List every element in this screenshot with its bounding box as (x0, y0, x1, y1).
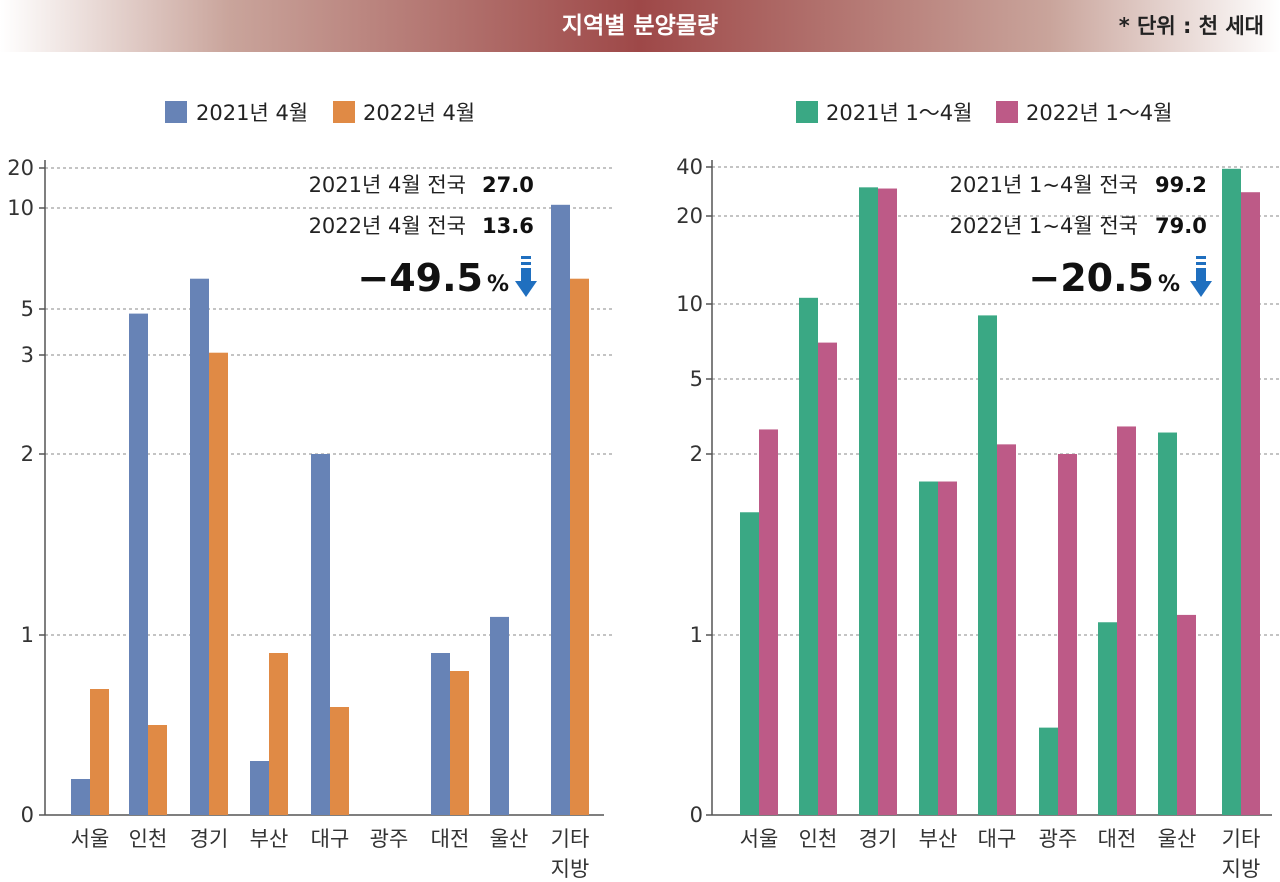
down-arrow-icon (515, 281, 537, 297)
chart1-bar-1 (551, 204, 570, 816)
chart1-bar-1 (129, 313, 148, 815)
chart1-category-label: 지방 (551, 857, 590, 881)
chart1-bar-2 (209, 352, 228, 815)
chart1-bar-1 (311, 454, 330, 815)
chart1-category-label: 기타 (551, 827, 590, 851)
chart1-bar-2 (570, 278, 589, 815)
chart1-total-2022-value: 13.6 (482, 214, 534, 238)
chart1-category-label: 인천 (129, 827, 168, 851)
chart1-category-label: 서울 (71, 827, 110, 851)
chart1-bar-1 (190, 278, 209, 815)
chart2-bar-1 (859, 187, 878, 815)
chart2-total-2021-value: 99.2 (1155, 173, 1207, 197)
chart2-bar-1 (740, 512, 759, 815)
chart2-bar-2 (759, 429, 778, 815)
chart1-category-label: 울산 (490, 827, 529, 851)
chart1-change-unit: % (487, 272, 509, 297)
down-arrow-icon-shaft (1196, 268, 1206, 282)
chart1-category-label: 대전 (431, 827, 470, 851)
chart1-legend-swatch (165, 101, 187, 123)
chart2-y-tick-label: 2 (690, 442, 703, 466)
down-arrow-icon (1190, 281, 1212, 297)
chart2-category-label: 부산 (919, 827, 958, 851)
chart1-bar-2 (148, 725, 167, 815)
chart2-y-tick-label: 40 (676, 155, 703, 179)
down-arrow-icon-stripe (1196, 256, 1206, 259)
chart2-change-unit: % (1158, 272, 1180, 297)
chart2-bar-1 (978, 315, 997, 815)
chart1-y-tick-label: 2 (21, 442, 34, 466)
chart2-y-tick-label: 20 (676, 204, 703, 228)
chart2-total-2022-value: 79.0 (1155, 214, 1207, 238)
chart1-total-2021-value: 27.0 (482, 173, 534, 197)
chart2-change-value: −20.5 (1028, 256, 1154, 300)
down-arrow-icon-stripe (521, 256, 531, 259)
down-arrow-icon-shaft (521, 268, 531, 282)
down-arrow-icon-stripe (521, 262, 531, 265)
chart2-bar-1 (1039, 727, 1058, 815)
chart2-category-label: 기타 (1222, 827, 1261, 851)
chart1-bar-2 (450, 671, 469, 815)
chart-title: 지역별 분양물량 (561, 13, 719, 39)
chart2-legend-swatch (996, 101, 1018, 123)
chart2-y-tick-label: 10 (676, 292, 703, 316)
chart2-bar-1 (1222, 168, 1241, 815)
chart1-legend-label: 2022년 4월 (363, 101, 475, 125)
chart2-legend-label: 2021년 1～4월 (826, 101, 972, 125)
chart1-y-tick-label: 20 (7, 156, 34, 180)
chart1-bar-2 (330, 707, 349, 815)
chart1-total-2022-label: 2022년 4월 전국 (309, 214, 466, 238)
chart2-category-label: 지방 (1222, 857, 1261, 881)
chart2-category-label: 울산 (1158, 827, 1197, 851)
chart2-bar-2 (1177, 614, 1196, 815)
chart2-total-2021-label: 2021년 1~4월 전국 (950, 173, 1138, 197)
chart2-category-label: 대전 (1098, 827, 1137, 851)
chart2-bar-2 (878, 188, 897, 815)
chart2-legend-label: 2022년 1～4월 (1026, 101, 1172, 125)
chart1-bar-1 (490, 616, 509, 815)
chart1-category-label: 광주 (370, 827, 409, 851)
chart2-category-label: 서울 (740, 827, 779, 851)
chart2-category-label: 경기 (859, 827, 898, 851)
chart2-y-tick-label: 5 (690, 367, 703, 391)
chart2-y-tick-label: 1 (690, 623, 703, 647)
chart2-bar-2 (1241, 192, 1260, 815)
chart1-change-value: −49.5 (357, 256, 483, 300)
chart2-bar-1 (1158, 432, 1177, 815)
chart1-category-label: 경기 (190, 827, 229, 851)
chart2-bar-2 (1058, 454, 1077, 815)
chart1-y-tick-label: 5 (21, 297, 34, 321)
chart2-bar-2 (938, 481, 957, 815)
chart1-bar-1 (250, 761, 269, 815)
chart1-total-2021-label: 2021년 4월 전국 (309, 173, 466, 197)
chart2-category-label: 대구 (978, 827, 1017, 851)
chart2-legend-swatch (796, 101, 818, 123)
down-arrow-icon-stripe (1196, 262, 1206, 265)
chart2-bar-1 (1098, 622, 1117, 815)
chart1-legend-swatch (333, 101, 355, 123)
chart1-bar-1 (431, 653, 450, 815)
chart2-y-tick-label: 0 (690, 803, 703, 827)
chart1-y-tick-label: 3 (21, 343, 34, 367)
chart2-bar-2 (1117, 426, 1136, 815)
chart1-y-tick-label: 10 (7, 196, 34, 220)
chart1-y-tick-label: 0 (21, 803, 34, 827)
chart1-bar-2 (269, 653, 288, 815)
chart1-y-tick-label: 1 (21, 623, 34, 647)
chart1-category-label: 대구 (311, 827, 350, 851)
title-bar (0, 0, 1280, 52)
chart1-bar-1 (71, 779, 90, 815)
chart1-bar-2 (90, 689, 109, 815)
chart2-bar-2 (997, 444, 1016, 815)
chart1-legend-label: 2021년 4월 (196, 101, 308, 125)
chart2-category-label: 광주 (1039, 827, 1078, 851)
chart2-total-2022-label: 2022년 1~4월 전국 (950, 214, 1138, 238)
chart2-bar-1 (799, 297, 818, 815)
chart2-category-label: 인천 (799, 827, 838, 851)
chart1-category-label: 부산 (250, 827, 289, 851)
chart2-bar-1 (919, 481, 938, 815)
chart2-bar-2 (818, 342, 837, 815)
unit-note: * 단위 : 천 세대 (1118, 14, 1264, 38)
